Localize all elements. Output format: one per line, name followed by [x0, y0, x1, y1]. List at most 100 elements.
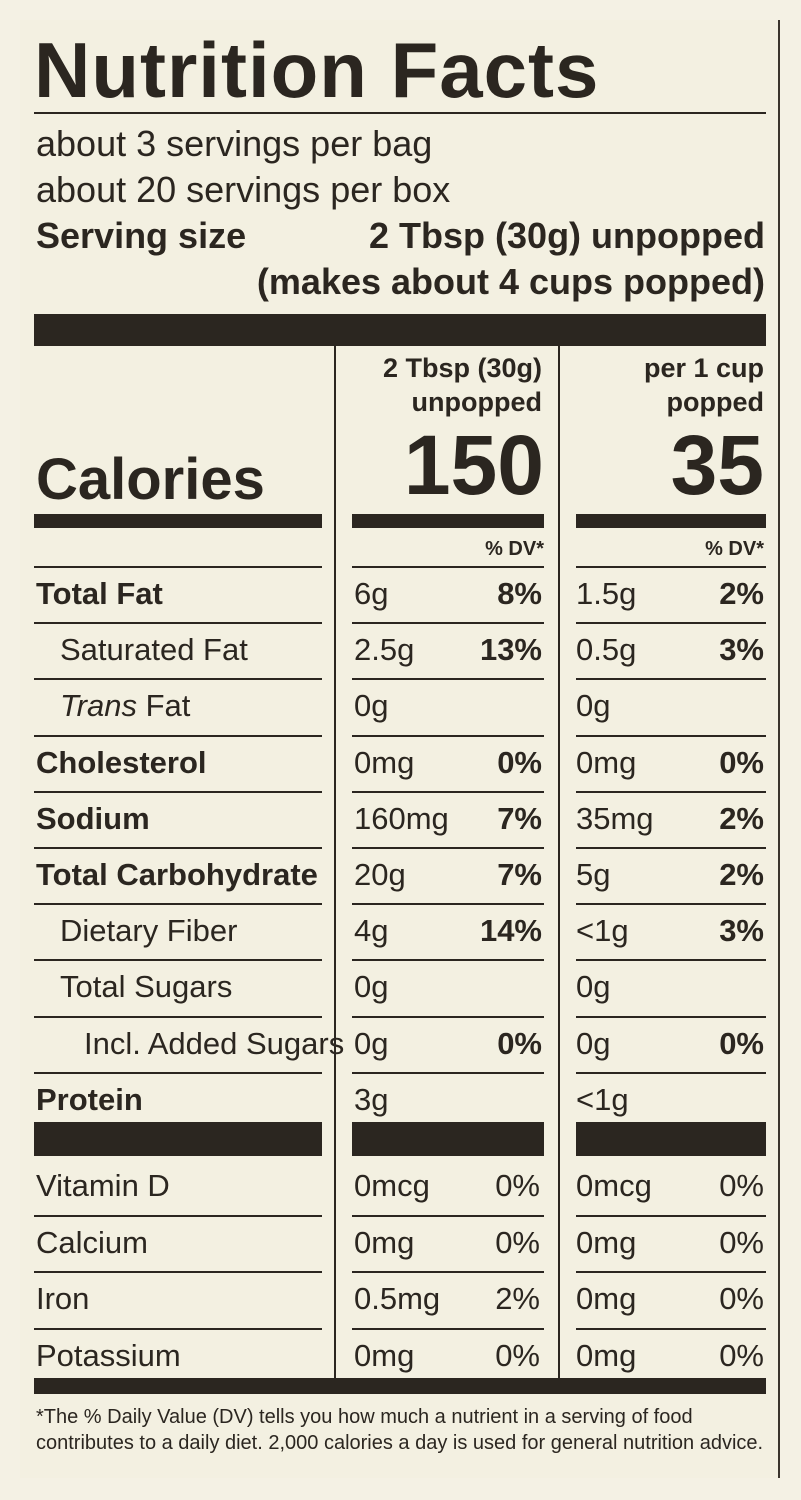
col2-header-line1: per 1 cup: [643, 353, 764, 383]
servings-per-bag: about 3 servings per bag: [36, 123, 433, 164]
vitamin-thick-bar-1: [352, 1122, 544, 1156]
vitamin-rule-1: [352, 1271, 544, 1273]
nutrient-name: Total Sugars: [60, 969, 233, 1005]
col1-dv: 8%: [497, 576, 542, 611]
col1-dv-header: % DV*: [485, 538, 544, 560]
row-rule-2: [576, 622, 766, 624]
row-rule-1: [352, 959, 544, 961]
col1-dv: 14%: [479, 913, 542, 949]
vitamin-thick-bar-0: [34, 1122, 322, 1156]
row-rule-top-0: [34, 566, 322, 568]
label-title: Nutrition Facts: [34, 26, 600, 114]
col2-amount: 0g: [576, 969, 611, 1005]
row-rule-2: [576, 847, 766, 849]
col1-dv: 0%: [495, 1337, 540, 1373]
col2-amount: <1g: [576, 913, 629, 949]
row-rule-2: [576, 1016, 766, 1018]
vitamin-rule-0: [34, 1215, 322, 1217]
col2-amount: 0mg: [576, 1281, 637, 1316]
col2-calories: 35: [670, 418, 764, 512]
vitamin-name: Vitamin D: [36, 1168, 170, 1203]
col2-dv: 2%: [719, 800, 764, 836]
col2-amount: 0mg: [576, 744, 637, 780]
col1-dv: 0%: [497, 744, 542, 780]
nutrient-name: Sodium: [36, 800, 150, 836]
col1-dv: 0%: [495, 1224, 540, 1260]
col1-dv: 0%: [497, 1025, 542, 1061]
nutrient-name: Total Carbohydrate: [36, 857, 318, 892]
col2-amount: 0mg: [576, 1224, 637, 1260]
col1-amount: 0.5mg: [354, 1281, 441, 1316]
row-rule-0: [34, 903, 322, 905]
row-rule-0: [34, 847, 322, 849]
col1-amount: 0mg: [354, 1337, 415, 1373]
col2-amount: 0mcg: [576, 1168, 652, 1203]
bottom-thick-bar: [34, 1378, 766, 1394]
vitamin-name: Potassium: [36, 1337, 181, 1373]
row-rule-1: [352, 735, 544, 737]
col2-dv: 0%: [719, 1224, 764, 1260]
column-divider-2: [558, 346, 560, 1378]
row-rule-0: [34, 791, 322, 793]
col1-amount: 4g: [354, 913, 389, 949]
col2-amount: 0.5g: [576, 632, 637, 668]
row-rule-0: [34, 735, 322, 737]
col1-amount: 2.5g: [354, 632, 415, 668]
row-rule-0: [34, 1016, 322, 1018]
col1-header-line2: unpopped: [411, 387, 542, 417]
nutrient-name: Saturated Fat: [60, 632, 248, 668]
col1-calories: 150: [403, 418, 544, 512]
col2-dv: 0%: [719, 1337, 764, 1373]
serving-size-value: 2 Tbsp (30g) unpopped: [369, 215, 765, 256]
col1-amount: 3g: [354, 1081, 389, 1117]
row-rule-1: [352, 1072, 544, 1074]
col1-dv: 7%: [497, 800, 542, 836]
nutrient-name: Incl. Added Sugars: [84, 1025, 345, 1061]
col2-amount: 35mg: [576, 800, 654, 836]
row-rule-2: [576, 959, 766, 961]
row-rule-top-2: [576, 566, 766, 568]
row-rule-1: [352, 847, 544, 849]
col2-amount: 5g: [576, 857, 611, 892]
column-divider-1: [334, 346, 336, 1378]
serving-size-popped: (makes about 4 cups popped): [256, 261, 765, 302]
col2-dv: 0%: [719, 1168, 764, 1203]
col2-dv: 0%: [719, 744, 764, 780]
col2-header-line2: popped: [666, 387, 764, 417]
row-rule-0: [34, 1072, 322, 1074]
vitamin-name: Iron: [36, 1281, 90, 1316]
col1-header-line1: 2 Tbsp (30g): [382, 353, 542, 383]
col2-dv: 3%: [719, 913, 764, 949]
row-rule-1: [352, 903, 544, 905]
col1-amount: 0mg: [354, 1224, 415, 1260]
col2-dv: 0%: [719, 1025, 764, 1061]
col1-amount: 20g: [354, 857, 406, 892]
calories-rule-col1: [352, 514, 544, 528]
row-rule-2: [576, 903, 766, 905]
nutrient-name: Cholesterol: [36, 744, 207, 780]
vitamin-rule-2: [576, 1328, 766, 1330]
servings-per-box: about 20 servings per box: [36, 169, 451, 210]
vitamin-rule-0: [34, 1271, 322, 1273]
vitamin-name: Calcium: [36, 1224, 148, 1260]
vitamin-rule-2: [576, 1271, 766, 1273]
col2-amount: 0mg: [576, 1337, 637, 1373]
vitamin-rule-1: [352, 1328, 544, 1330]
nutrient-name: Dietary Fiber: [60, 913, 238, 949]
col2-amount: 1.5g: [576, 576, 637, 611]
serving-thick-bar: [34, 314, 766, 346]
row-rule-2: [576, 735, 766, 737]
vitamin-rule-1: [352, 1215, 544, 1217]
col2-dv-header: % DV*: [705, 538, 764, 560]
col2-dv: 2%: [719, 857, 764, 892]
row-rule-1: [352, 1016, 544, 1018]
col1-dv: 7%: [497, 857, 542, 892]
col1-dv: 0%: [495, 1168, 540, 1203]
row-rule-0: [34, 678, 322, 680]
calories-rule-col2: [576, 514, 766, 528]
col1-dv: 2%: [495, 1281, 540, 1316]
col2-amount: <1g: [576, 1081, 629, 1117]
nutrient-name: Protein: [36, 1081, 143, 1117]
footnote: *The % Daily Value (DV) tells you how mu…: [36, 1406, 764, 1454]
col1-amount: 0mcg: [354, 1168, 430, 1203]
